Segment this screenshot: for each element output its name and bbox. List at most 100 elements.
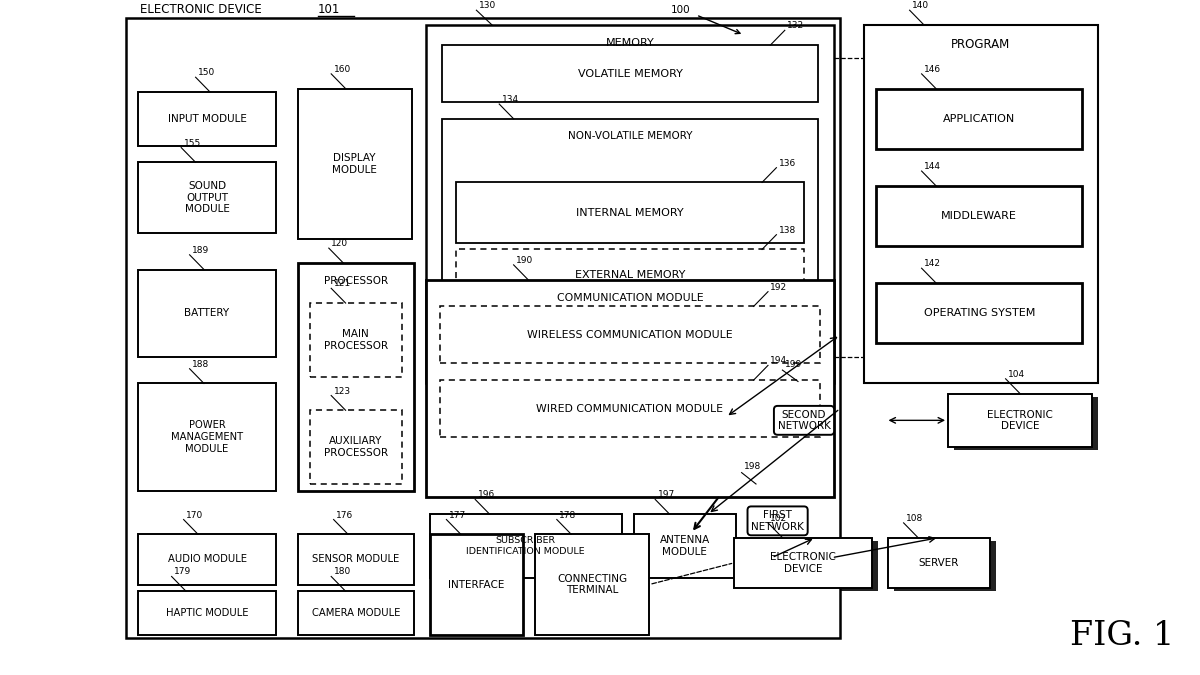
FancyBboxPatch shape <box>426 279 834 497</box>
FancyBboxPatch shape <box>882 92 1088 153</box>
FancyBboxPatch shape <box>954 397 1098 450</box>
FancyBboxPatch shape <box>882 286 1088 347</box>
Text: PROCESSOR: PROCESSOR <box>324 276 388 286</box>
FancyBboxPatch shape <box>426 25 834 383</box>
Text: 179: 179 <box>174 568 191 576</box>
Text: 130: 130 <box>479 1 496 10</box>
FancyBboxPatch shape <box>876 283 1082 344</box>
FancyBboxPatch shape <box>298 88 412 240</box>
FancyBboxPatch shape <box>310 410 402 484</box>
FancyBboxPatch shape <box>144 273 282 360</box>
FancyBboxPatch shape <box>298 591 414 634</box>
FancyBboxPatch shape <box>894 541 996 591</box>
Text: 121: 121 <box>334 279 350 288</box>
Text: 192: 192 <box>770 283 787 292</box>
Text: ELECTRONIC DEVICE: ELECTRONIC DEVICE <box>140 3 266 16</box>
Text: 120: 120 <box>331 239 348 248</box>
FancyBboxPatch shape <box>888 537 990 588</box>
FancyBboxPatch shape <box>144 537 282 588</box>
FancyBboxPatch shape <box>144 95 282 149</box>
FancyBboxPatch shape <box>456 250 804 300</box>
Text: INPUT MODULE: INPUT MODULE <box>168 114 246 124</box>
Text: CONNECTING
TERMINAL: CONNECTING TERMINAL <box>557 574 628 595</box>
FancyBboxPatch shape <box>442 45 818 102</box>
Text: 177: 177 <box>449 510 466 520</box>
FancyBboxPatch shape <box>138 92 276 146</box>
Text: 198: 198 <box>744 462 761 471</box>
FancyBboxPatch shape <box>144 165 282 236</box>
FancyBboxPatch shape <box>304 92 418 243</box>
FancyBboxPatch shape <box>440 380 820 437</box>
Text: 196: 196 <box>478 491 494 500</box>
Text: OPERATING SYSTEM: OPERATING SYSTEM <box>924 308 1034 318</box>
FancyBboxPatch shape <box>144 595 282 638</box>
Text: ANTENNA
MODULE: ANTENNA MODULE <box>660 535 709 557</box>
Text: 194: 194 <box>770 356 787 365</box>
Text: 199: 199 <box>785 360 802 369</box>
Text: ELECTRONIC
DEVICE: ELECTRONIC DEVICE <box>988 410 1052 431</box>
FancyBboxPatch shape <box>436 518 628 581</box>
FancyBboxPatch shape <box>442 119 818 303</box>
FancyBboxPatch shape <box>734 537 872 588</box>
FancyBboxPatch shape <box>144 387 282 494</box>
Text: FIG. 1: FIG. 1 <box>1070 620 1174 651</box>
Text: EXTERNAL MEMORY: EXTERNAL MEMORY <box>575 269 685 279</box>
FancyBboxPatch shape <box>298 263 414 491</box>
Text: 197: 197 <box>658 491 674 500</box>
Text: 176: 176 <box>336 510 353 520</box>
FancyBboxPatch shape <box>456 182 804 243</box>
Text: BATTERY: BATTERY <box>185 308 229 318</box>
Text: 136: 136 <box>779 159 796 167</box>
FancyBboxPatch shape <box>138 383 276 491</box>
FancyBboxPatch shape <box>440 306 820 363</box>
Text: CAMERA MODULE: CAMERA MODULE <box>312 608 400 618</box>
Text: 155: 155 <box>184 138 200 148</box>
Text: INTERNAL MEMORY: INTERNAL MEMORY <box>576 208 684 217</box>
FancyBboxPatch shape <box>740 541 878 591</box>
Text: SECOND
NETWORK: SECOND NETWORK <box>778 410 830 431</box>
Text: DISPLAY
MODULE: DISPLAY MODULE <box>332 153 377 175</box>
FancyBboxPatch shape <box>430 535 523 634</box>
Text: VOLATILE MEMORY: VOLATILE MEMORY <box>577 69 683 78</box>
Text: 138: 138 <box>779 225 796 235</box>
Text: 178: 178 <box>559 510 576 520</box>
Text: AUXILIARY
PROCESSOR: AUXILIARY PROCESSOR <box>324 436 388 458</box>
FancyBboxPatch shape <box>298 535 414 585</box>
FancyBboxPatch shape <box>640 518 742 581</box>
FancyBboxPatch shape <box>304 595 420 638</box>
FancyBboxPatch shape <box>138 591 276 634</box>
Text: COMMUNICATION MODULE: COMMUNICATION MODULE <box>557 293 703 303</box>
Text: 100: 100 <box>671 5 690 15</box>
Text: NON-VOLATILE MEMORY: NON-VOLATILE MEMORY <box>568 131 692 141</box>
Text: SOUND
OUTPUT
MODULE: SOUND OUTPUT MODULE <box>185 181 229 214</box>
FancyBboxPatch shape <box>876 186 1082 246</box>
Text: 123: 123 <box>334 387 350 396</box>
FancyBboxPatch shape <box>138 269 276 356</box>
FancyBboxPatch shape <box>126 18 840 638</box>
Text: SUBSCRIBER
IDENTIFICATION MODULE: SUBSCRIBER IDENTIFICATION MODULE <box>467 537 584 556</box>
FancyBboxPatch shape <box>634 514 736 578</box>
Text: 108: 108 <box>906 514 923 523</box>
Text: 132: 132 <box>787 22 804 30</box>
Text: MEMORY: MEMORY <box>606 38 654 49</box>
Text: SERVER: SERVER <box>919 558 959 568</box>
FancyBboxPatch shape <box>535 535 649 634</box>
FancyBboxPatch shape <box>876 88 1082 149</box>
Text: 101: 101 <box>318 3 341 16</box>
Text: 188: 188 <box>192 360 209 369</box>
Text: APPLICATION: APPLICATION <box>943 114 1015 124</box>
Text: 170: 170 <box>186 510 203 520</box>
Text: ELECTRONIC
DEVICE: ELECTRONIC DEVICE <box>770 552 836 574</box>
FancyBboxPatch shape <box>138 535 276 585</box>
FancyBboxPatch shape <box>138 162 276 233</box>
FancyBboxPatch shape <box>304 537 420 588</box>
Text: 150: 150 <box>198 68 215 77</box>
FancyBboxPatch shape <box>462 186 810 246</box>
Text: AUDIO MODULE: AUDIO MODULE <box>168 554 246 564</box>
FancyBboxPatch shape <box>541 537 655 638</box>
FancyBboxPatch shape <box>948 394 1092 447</box>
Text: FIRST
NETWORK: FIRST NETWORK <box>751 510 804 532</box>
Text: MAIN
PROCESSOR: MAIN PROCESSOR <box>324 329 388 351</box>
Text: WIRELESS COMMUNICATION MODULE: WIRELESS COMMUNICATION MODULE <box>527 330 733 340</box>
Text: INTERFACE: INTERFACE <box>449 580 504 589</box>
